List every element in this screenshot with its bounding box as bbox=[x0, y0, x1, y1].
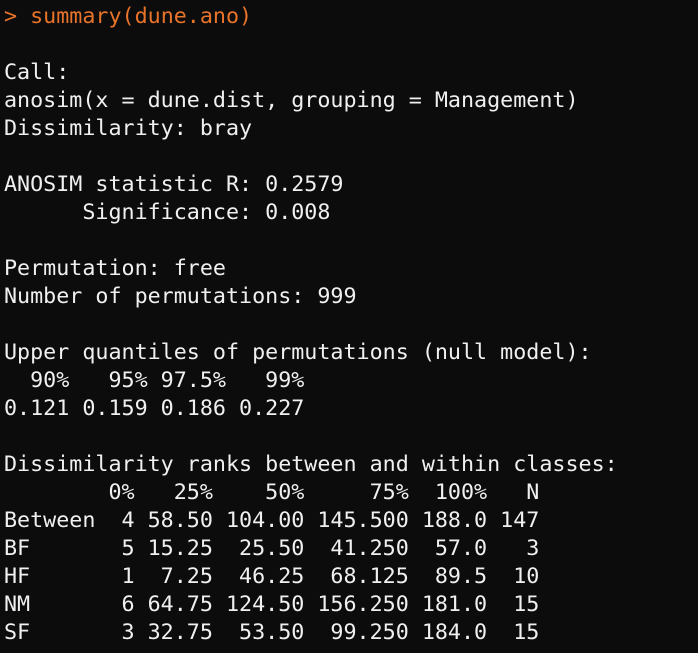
output-line bbox=[4, 227, 698, 255]
output-line: NM 6 64.75 124.50 156.250 181.0 15 bbox=[4, 592, 540, 617]
output-line bbox=[4, 31, 698, 59]
output-line: Between 4 58.50 104.00 145.500 188.0 147 bbox=[4, 508, 540, 533]
output-line bbox=[4, 311, 698, 339]
output-line: Permutation: free bbox=[4, 256, 226, 281]
output-line bbox=[4, 143, 698, 171]
output-line: Dissimilarity: bray bbox=[4, 116, 253, 141]
output-line: Number of permutations: 999 bbox=[4, 284, 357, 309]
command-line: > summary(dune.ano) bbox=[4, 3, 698, 31]
output-line: Upper quantiles of permutations (null mo… bbox=[4, 340, 592, 365]
output-line: anosim(x = dune.dist, grouping = Managem… bbox=[4, 88, 579, 113]
output-line: SF 3 32.75 53.50 99.250 184.0 15 bbox=[4, 620, 540, 645]
output-line: ANOSIM statistic R: 0.2579 bbox=[4, 172, 344, 197]
output-line: 90% 95% 97.5% 99% bbox=[4, 368, 305, 393]
output-line: Dissimilarity ranks between and within c… bbox=[4, 452, 618, 477]
output-line: Call: bbox=[4, 60, 70, 85]
output-line: HF 1 7.25 46.25 68.125 89.5 10 bbox=[4, 564, 540, 589]
output-line: Significance: 0.008 bbox=[4, 200, 331, 225]
output-line: 0% 25% 50% 75% 100% N bbox=[4, 480, 540, 505]
command-text: summary(dune.ano) bbox=[30, 4, 253, 29]
prompt-symbol: > bbox=[4, 4, 31, 29]
output-line bbox=[4, 423, 698, 451]
output-line: BF 5 15.25 25.50 41.250 57.0 3 bbox=[4, 536, 540, 561]
console-output: Call: anosim(x = dune.dist, grouping = Ma… bbox=[4, 31, 698, 647]
output-line: 0.121 0.159 0.186 0.227 bbox=[4, 396, 305, 421]
